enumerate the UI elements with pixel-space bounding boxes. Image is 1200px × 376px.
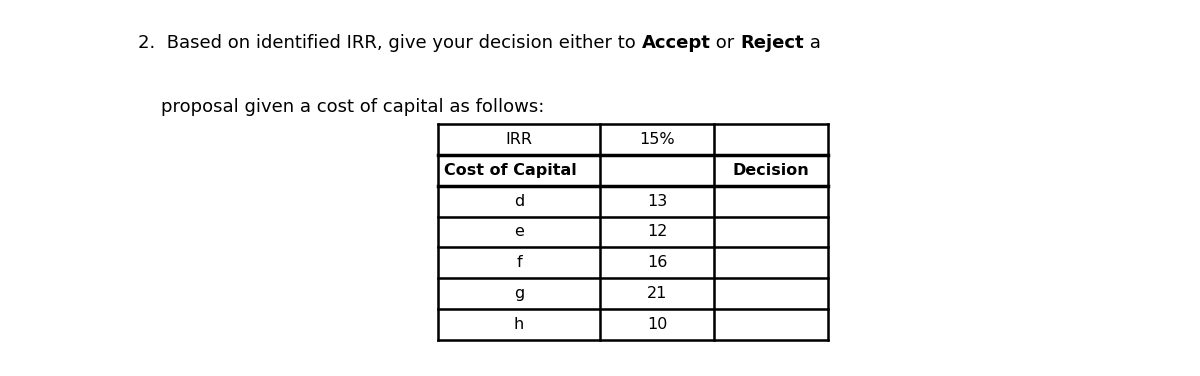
Text: 10: 10 — [647, 317, 667, 332]
Text: 2.  Based on identified IRR, give your decision either to: 2. Based on identified IRR, give your de… — [138, 34, 642, 52]
Text: h: h — [514, 317, 524, 332]
Text: Reject: Reject — [740, 34, 804, 52]
Text: e: e — [514, 224, 524, 240]
Text: 15%: 15% — [640, 132, 674, 147]
Text: 12: 12 — [647, 224, 667, 240]
Text: d: d — [514, 194, 524, 209]
Text: Cost of Capital: Cost of Capital — [444, 163, 577, 178]
Text: IRR: IRR — [505, 132, 533, 147]
Text: Decision: Decision — [733, 163, 809, 178]
Text: proposal given a cost of capital as follows:: proposal given a cost of capital as foll… — [138, 98, 545, 116]
Text: or: or — [710, 34, 740, 52]
Text: a: a — [804, 34, 821, 52]
Text: f: f — [516, 255, 522, 270]
Text: 21: 21 — [647, 286, 667, 301]
Text: Accept: Accept — [642, 34, 710, 52]
Text: 13: 13 — [647, 194, 667, 209]
Text: 16: 16 — [647, 255, 667, 270]
Text: g: g — [514, 286, 524, 301]
